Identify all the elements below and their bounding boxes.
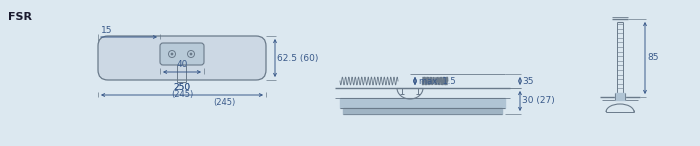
Circle shape xyxy=(190,53,192,55)
Text: 85: 85 xyxy=(647,53,659,62)
FancyBboxPatch shape xyxy=(160,43,204,65)
Text: (245): (245) xyxy=(171,90,193,99)
Circle shape xyxy=(172,53,173,55)
Text: 30 (27): 30 (27) xyxy=(522,97,554,106)
FancyBboxPatch shape xyxy=(98,36,266,80)
Text: FSR: FSR xyxy=(8,12,32,22)
Text: 62.5 (60): 62.5 (60) xyxy=(277,53,318,62)
Text: max. 1.5: max. 1.5 xyxy=(419,77,456,86)
Bar xyxy=(615,93,625,100)
Bar xyxy=(340,98,505,108)
Bar xyxy=(343,108,502,114)
Text: 40: 40 xyxy=(176,60,188,69)
Text: 15: 15 xyxy=(101,26,113,35)
Text: 250: 250 xyxy=(174,83,190,92)
Text: (245): (245) xyxy=(213,98,235,107)
Text: 250: 250 xyxy=(174,83,190,92)
Text: 35: 35 xyxy=(522,77,533,86)
